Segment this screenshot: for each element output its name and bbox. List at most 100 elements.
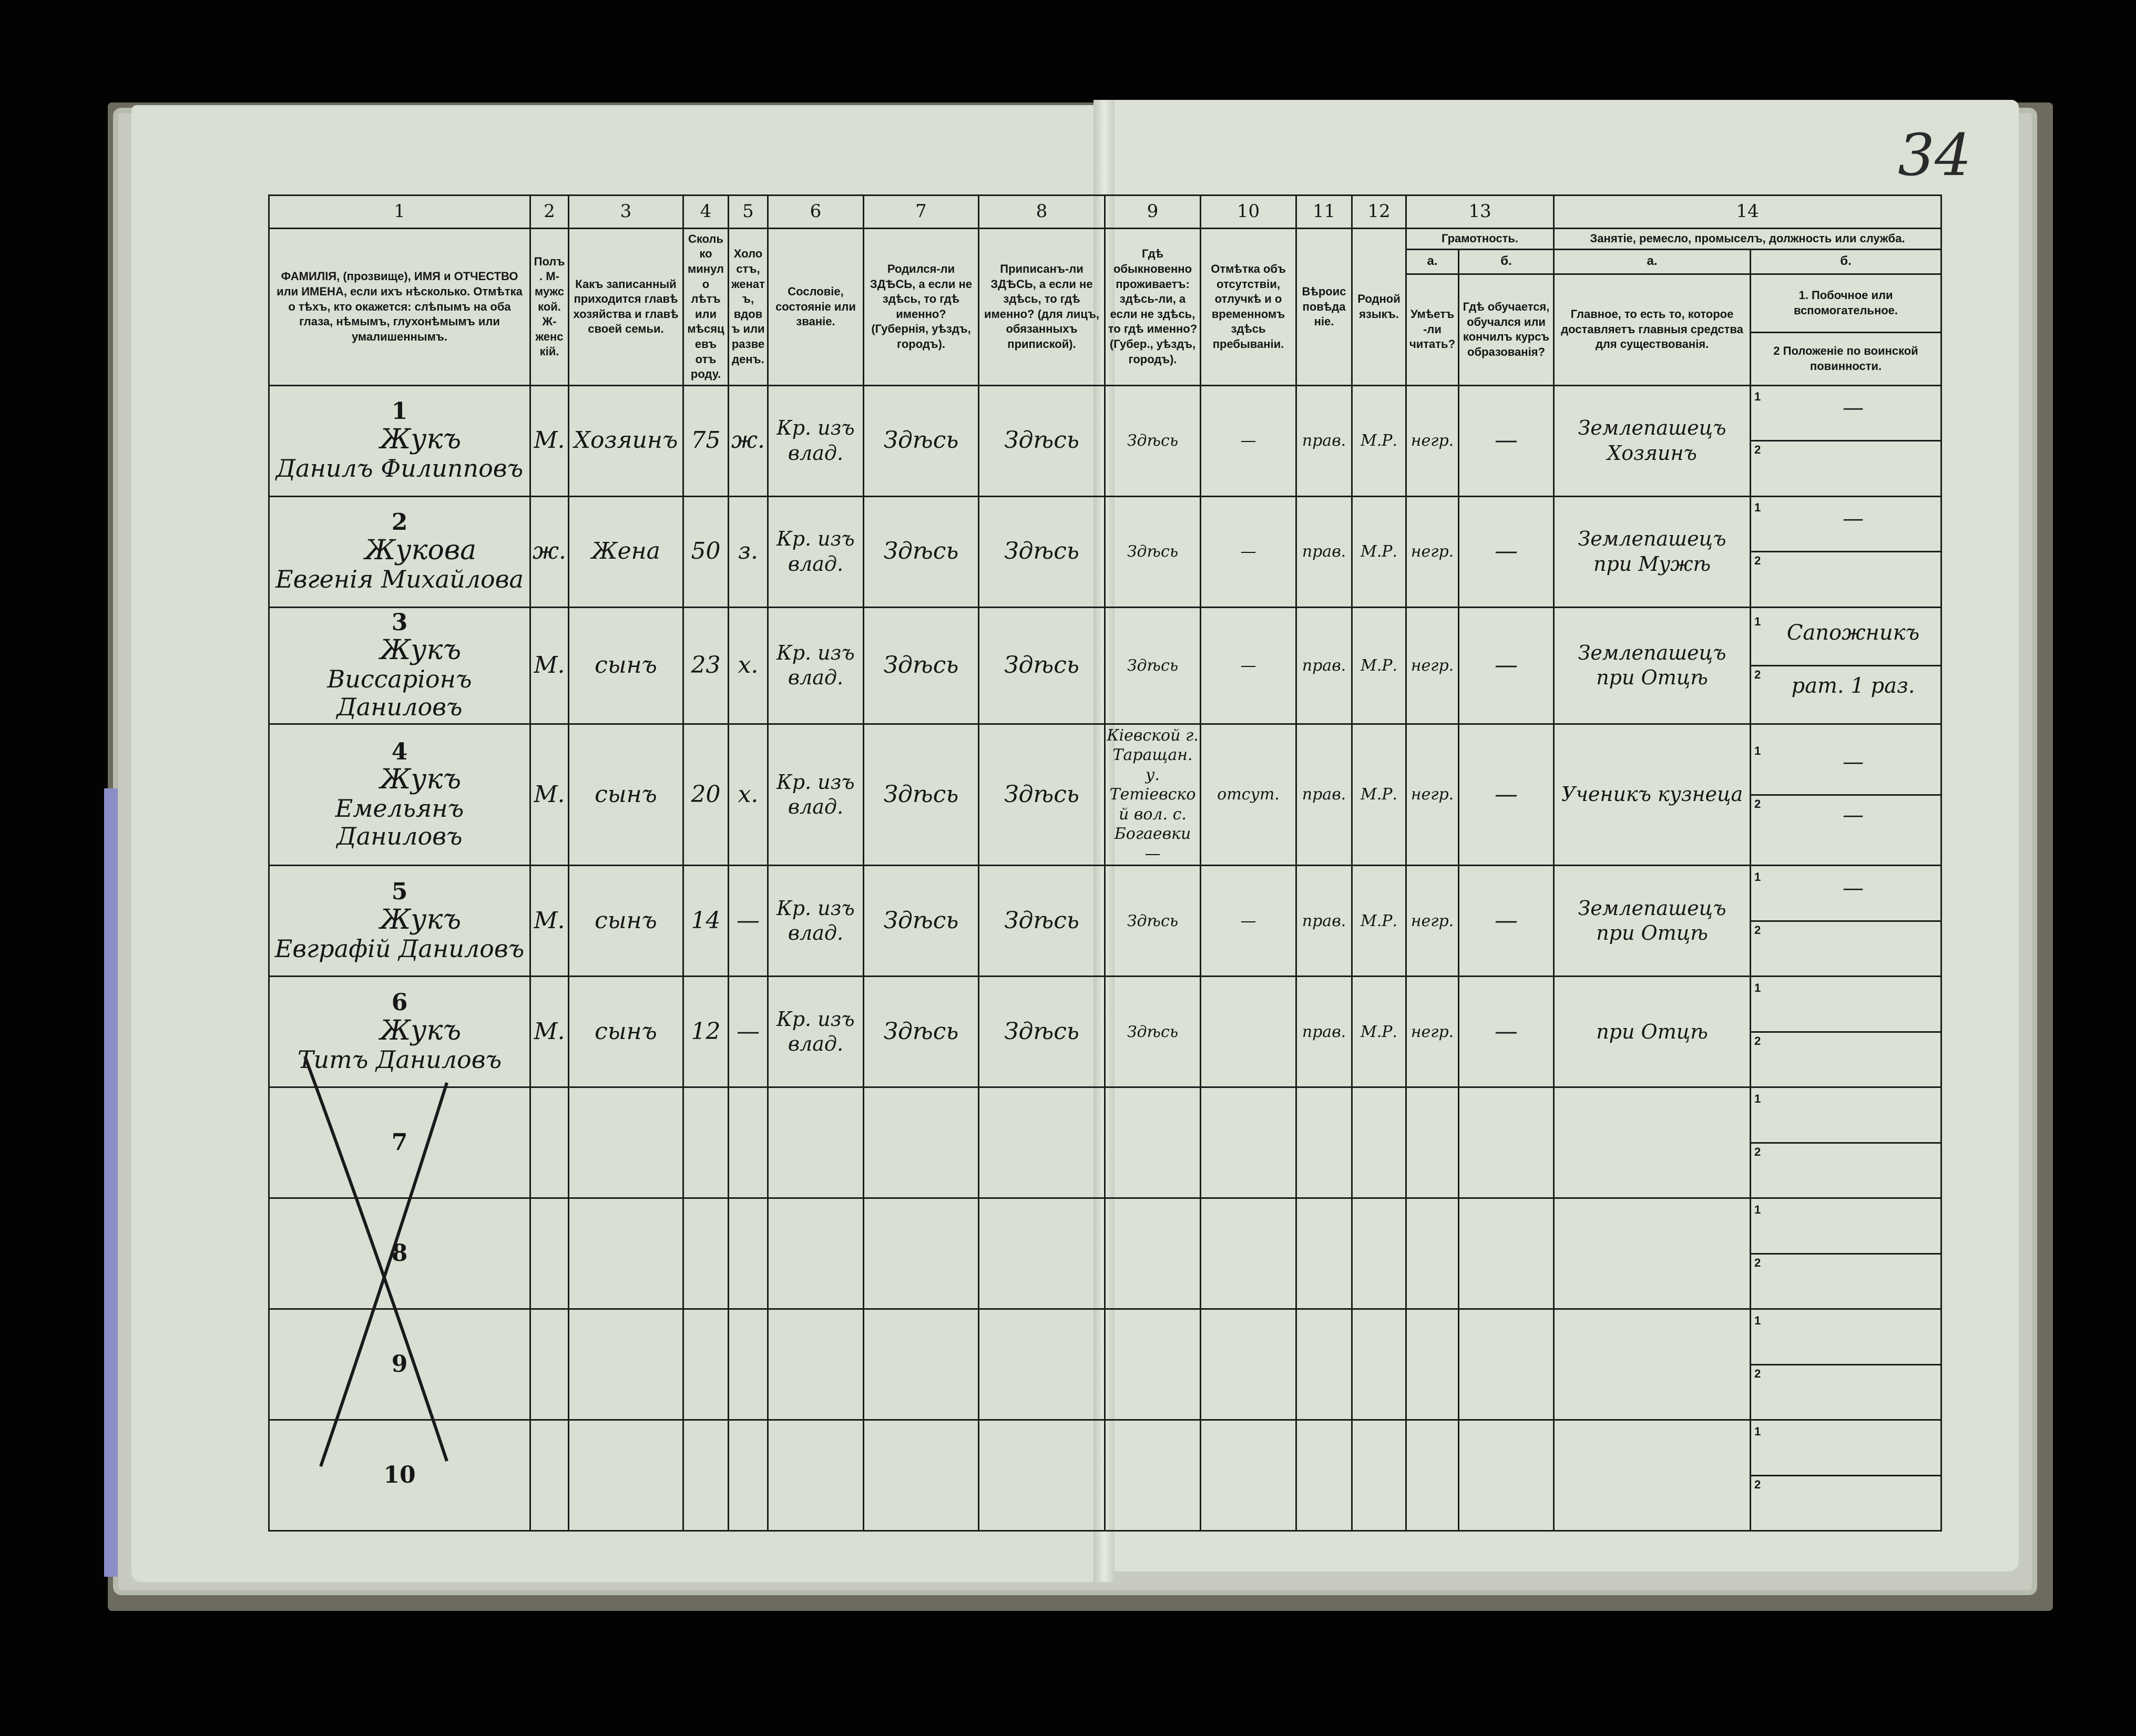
cell-sex: М.: [529, 865, 569, 978]
given-name: Емельянъ Даниловъ: [335, 794, 464, 850]
cell-absence: [1200, 1419, 1297, 1532]
column-number: 2: [529, 194, 569, 229]
surname: Жукъ: [380, 903, 462, 936]
column-header-occupation: Занятіе, ремесло, промыселъ, должность и…: [1553, 228, 1942, 250]
military-status: [1769, 552, 1940, 562]
cell-reads: негр.: [1405, 975, 1459, 1088]
occ-side: [1769, 1201, 1940, 1211]
cell-relation: Жена: [568, 495, 684, 608]
cell-language: [1351, 1197, 1407, 1310]
column-header: Родился-ли ЗДѢСЬ, а если не здѣсь, то гд…: [863, 228, 979, 386]
given-name: Титъ Даниловъ: [297, 1045, 502, 1074]
cell-relation: [568, 1419, 684, 1532]
row-number: 8: [391, 1240, 408, 1267]
cell-school: —: [1458, 384, 1555, 497]
occ-side: —: [1843, 507, 1864, 531]
cell-registered: [978, 1197, 1106, 1310]
cell-occ_main: при Отцѣ: [1553, 975, 1751, 1088]
column-number: 9: [1104, 194, 1201, 229]
cell-language: [1351, 1419, 1407, 1532]
cell-marital: [728, 1086, 769, 1199]
cell-absence: [1200, 1308, 1297, 1421]
cell-absence: —: [1200, 384, 1297, 497]
cell-occ_main: Землепашецъ Хозяинъ: [1553, 384, 1751, 497]
column-header-text: Вѣроисповѣданіе.: [1302, 284, 1346, 328]
column-number: 13: [1405, 194, 1555, 229]
sub-row-label: 2: [1754, 667, 1761, 681]
cell-estate: Кр. изъ влад.: [767, 495, 864, 608]
sub-header-text: 2 Положеніе по воинской повинности.: [1773, 344, 1918, 373]
cell-absence: [1200, 975, 1297, 1088]
cell-religion: [1295, 1308, 1353, 1421]
cell-occ_main: [1553, 1419, 1751, 1532]
occ-side: —: [1843, 876, 1864, 900]
cell-registered: Здѣсь: [978, 606, 1106, 725]
row-number: 6: [391, 989, 408, 1016]
surname: Жукова: [364, 534, 477, 566]
table-row: 4 Жукъ Емельянъ Даниловъ М. сынъ 20 х. Кр. изъ …: [268, 723, 1942, 867]
column-header: Сословіе, состояніе или званіе.: [767, 228, 864, 386]
cell-absence: —: [1200, 495, 1297, 608]
sub-row-label: 2: [1754, 923, 1761, 937]
cell-registered: Здѣсь: [978, 384, 1106, 497]
row-number: 1: [391, 398, 408, 425]
cell-reads: негр.: [1405, 384, 1459, 497]
column-number: 14: [1553, 194, 1942, 229]
name-cell: 1 Жукъ Данилъ Филипповъ: [268, 384, 531, 497]
military-status: [1769, 922, 1940, 931]
cell-born: Здѣсь: [863, 384, 979, 497]
name-cell: 5 Жукъ Евграфій Даниловъ: [268, 865, 531, 978]
cell-secondary-occupation: 1 — 2: [1750, 495, 1942, 608]
cell-religion: прав.: [1295, 606, 1353, 725]
column-number: 6: [767, 194, 864, 229]
column-header: ФАМИЛІЯ, (прозвище), ИМЯ и ОТЧЕСТВО или …: [268, 228, 531, 386]
sub-row-label: 1: [1754, 870, 1761, 884]
cell-relation: сынъ: [568, 606, 684, 725]
cell-religion: [1295, 1419, 1353, 1532]
cell-age: 23: [682, 606, 729, 725]
sub-row-label: 1: [1754, 501, 1761, 515]
cell-language: М.Р.: [1351, 384, 1407, 497]
cell-registered: Здѣсь: [978, 975, 1106, 1088]
cell-religion: [1295, 1197, 1353, 1310]
page-number: 34: [1898, 121, 1971, 189]
cell-secondary-occupation: 1 Сапожникъ 2 рат. 1 раз.: [1750, 606, 1942, 725]
cell-marital: [728, 1308, 769, 1421]
cell-sex: [529, 1419, 569, 1532]
cell-occ_main: Ученикъ кузнеца: [1553, 723, 1751, 867]
column-number: 7: [863, 194, 979, 229]
military-status: [1769, 441, 1940, 451]
column-number: 3: [568, 194, 684, 229]
cell-age: 20: [682, 723, 729, 867]
cell-school: —: [1458, 495, 1555, 608]
military-status: [1769, 1365, 1940, 1375]
cell-relation: сынъ: [568, 865, 684, 978]
table-row: 2 Жукова Евгенія Михайлова ж. Жена 50 з. Кр. из…: [268, 495, 1942, 608]
cell-sex: [529, 1308, 569, 1421]
cell-estate: Кр. изъ влад.: [767, 723, 864, 867]
name-cell: 3 Жукъ Виссаріонъ Даниловъ: [268, 606, 531, 725]
cell-estate: [767, 1308, 864, 1421]
table-row: 10 1 2: [268, 1419, 1942, 1532]
name-cell: 2 Жукова Евгенія Михайлова: [268, 495, 531, 608]
cell-registered: [978, 1419, 1106, 1532]
sub-header-text: Главное, то есть то, которое доставляетъ…: [1561, 307, 1743, 351]
sub-row-label: 2: [1754, 1145, 1761, 1158]
cell-residence: Здѣсь: [1104, 606, 1201, 725]
cell-occ_main: Землепашецъ при Отцѣ: [1553, 865, 1751, 978]
cell-sex: ж.: [529, 495, 569, 608]
column-header: Отмѣтка объ отсутствіи, отлучкѣ и о врем…: [1200, 228, 1297, 386]
sub-header: Главное, то есть то, которое доставляетъ…: [1553, 273, 1751, 386]
cell-secondary-occupation: 1 — 2 —: [1750, 723, 1942, 867]
cell-absence: отсут.: [1200, 723, 1297, 867]
name-cell: 10: [268, 1419, 531, 1532]
column-header-text: Родной языкъ.: [1357, 292, 1401, 321]
cell-residence: Здѣсь: [1104, 975, 1201, 1088]
sub-letter: б.: [1750, 248, 1942, 275]
cell-sex: [529, 1197, 569, 1310]
cell-occ_main: [1553, 1086, 1751, 1199]
cell-language: М.Р.: [1351, 975, 1407, 1088]
military-status: [1769, 1144, 1940, 1153]
